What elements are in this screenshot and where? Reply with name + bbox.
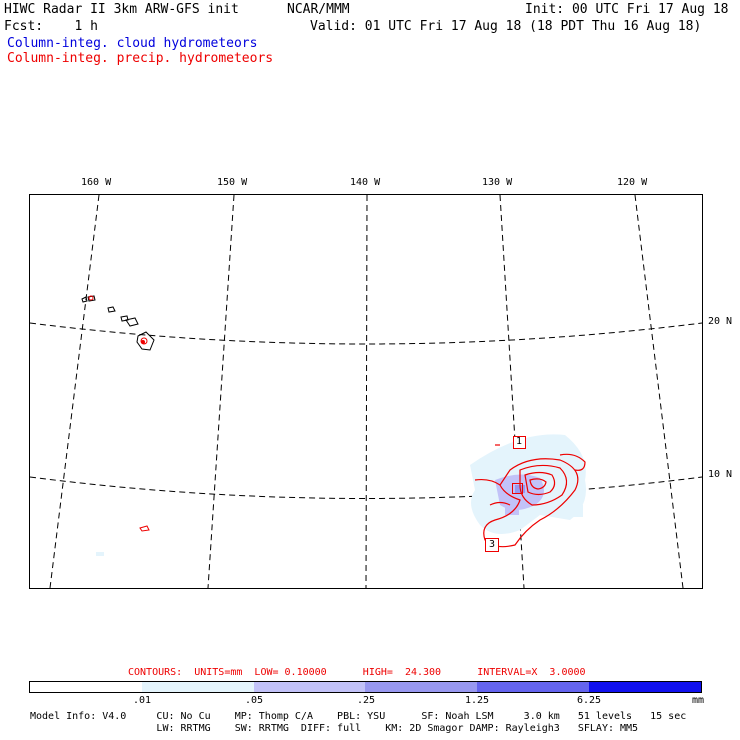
lat-label-20n: 20 N [708, 316, 733, 327]
colorbar-tick-3: 1.25 [465, 695, 490, 706]
island-oahu [107, 306, 116, 313]
model-title: HIWC Radar II 3km ARW-GFS init [4, 2, 239, 17]
island-kauai [81, 296, 88, 303]
box-center [512, 483, 523, 494]
map-frame [29, 194, 703, 589]
box-1-label: 1 [516, 436, 523, 447]
colorbar-segment-5 [589, 682, 701, 692]
colorbar-segment-4 [477, 682, 590, 692]
box-3-label: 3 [489, 539, 496, 550]
valid-time: Valid: 01 UTC Fri 17 Aug 18 (18 PDT Thu … [310, 19, 702, 34]
island-big-island [136, 331, 155, 351]
colorbar-tick-1: .05 [245, 695, 264, 706]
hawaii-coastline [81, 295, 155, 351]
meridian-130w [499, 194, 525, 589]
colorbar-tick-0: .01 [133, 695, 152, 706]
colorbar-tick-2: .25 [357, 695, 376, 706]
box-1 [513, 436, 526, 449]
cloud-legend: Column-integ. cloud hydrometeors [7, 36, 258, 51]
center-label: NCAR/MMM [287, 2, 350, 17]
meridian-120w [634, 194, 684, 589]
model-info-line1: Model Info: V4.0 CU: No Cu MP: Thomp C/A… [30, 711, 687, 722]
colorbar-tick-4: 6.25 [577, 695, 602, 706]
lon-label-130w: 130 W [482, 177, 513, 188]
island-maui [125, 317, 139, 327]
lon-label-140w: 140 W [350, 177, 381, 188]
lat-label-10n: 10 N [708, 469, 733, 480]
colorbar-segment-0 [30, 682, 142, 692]
meridian-140w [365, 194, 368, 589]
colorbar [29, 681, 702, 693]
model-info-line2: LW: RRTMG SW: RRTMG DIFF: full KM: 2D Sm… [30, 723, 639, 734]
parallel-10n [29, 476, 703, 499]
contour-info: CONTOURS: UNITS=mm LOW= 0.10000 HIGH= 24… [128, 667, 586, 678]
lon-label-160w: 160 W [81, 177, 112, 188]
forecast-hour: Fcst: 1 h [4, 19, 98, 34]
colorbar-segment-3 [365, 682, 478, 692]
meridian-160w [49, 194, 100, 589]
colorbar-units: mm [692, 695, 705, 706]
lon-label-150w: 150 W [217, 177, 248, 188]
hawaii-precip-contours [88, 295, 150, 532]
precip-contours [474, 444, 586, 548]
colorbar-segment-1 [141, 682, 254, 692]
precip-legend: Column-integ. precip. hydrometeors [7, 51, 274, 66]
parallel-20n [29, 322, 703, 345]
box-3 [485, 538, 499, 552]
init-time: Init: 00 UTC Fri 17 Aug 18 [525, 2, 729, 17]
meridian-150w [207, 194, 235, 589]
graticule [29, 194, 703, 589]
lon-label-120w: 120 W [617, 177, 648, 188]
colorbar-segment-2 [253, 682, 366, 692]
box-labels [485, 436, 526, 552]
